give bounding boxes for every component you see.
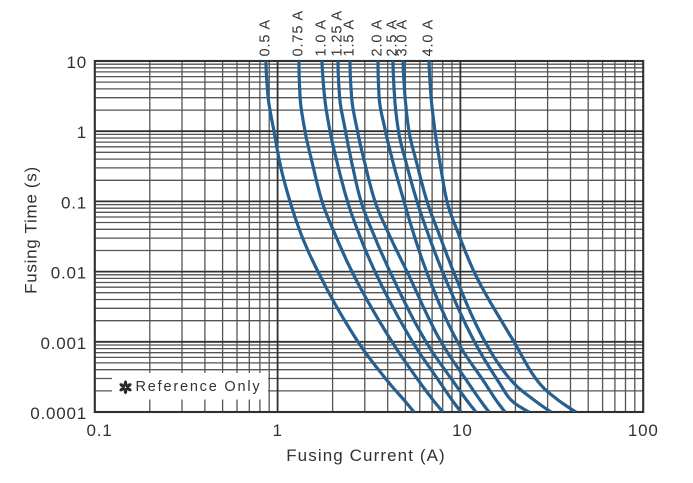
svg-text:0.001: 0.001 <box>40 334 87 353</box>
svg-text:0.75 A: 0.75 A <box>290 10 306 57</box>
svg-text:1.5 A: 1.5 A <box>341 19 357 57</box>
svg-text:Fusing Time (s): Fusing Time (s) <box>22 166 41 294</box>
svg-text:1: 1 <box>272 421 282 440</box>
svg-text:0.1: 0.1 <box>86 421 112 440</box>
svg-text:10: 10 <box>66 53 87 72</box>
svg-text:0.1: 0.1 <box>61 193 87 212</box>
svg-text:3.0 A: 3.0 A <box>394 19 410 57</box>
svg-text:4.0 A: 4.0 A <box>420 19 436 57</box>
svg-text:0.5 A: 0.5 A <box>257 19 273 57</box>
svg-text:Reference Only: Reference Only <box>136 379 262 395</box>
svg-text:Fusing Current (A): Fusing Current (A) <box>286 446 446 465</box>
svg-text:0.0001: 0.0001 <box>30 404 87 423</box>
svg-text:2.5 A: 2.5 A <box>384 19 400 57</box>
svg-text:10: 10 <box>452 421 473 440</box>
svg-text:100: 100 <box>628 421 659 440</box>
svg-text:1.25 A: 1.25 A <box>329 10 345 57</box>
svg-text:1.0 A: 1.0 A <box>313 19 329 57</box>
svg-text:2.0 A: 2.0 A <box>369 19 385 57</box>
svg-text:0.01: 0.01 <box>51 264 87 283</box>
svg-text:1: 1 <box>77 123 87 142</box>
